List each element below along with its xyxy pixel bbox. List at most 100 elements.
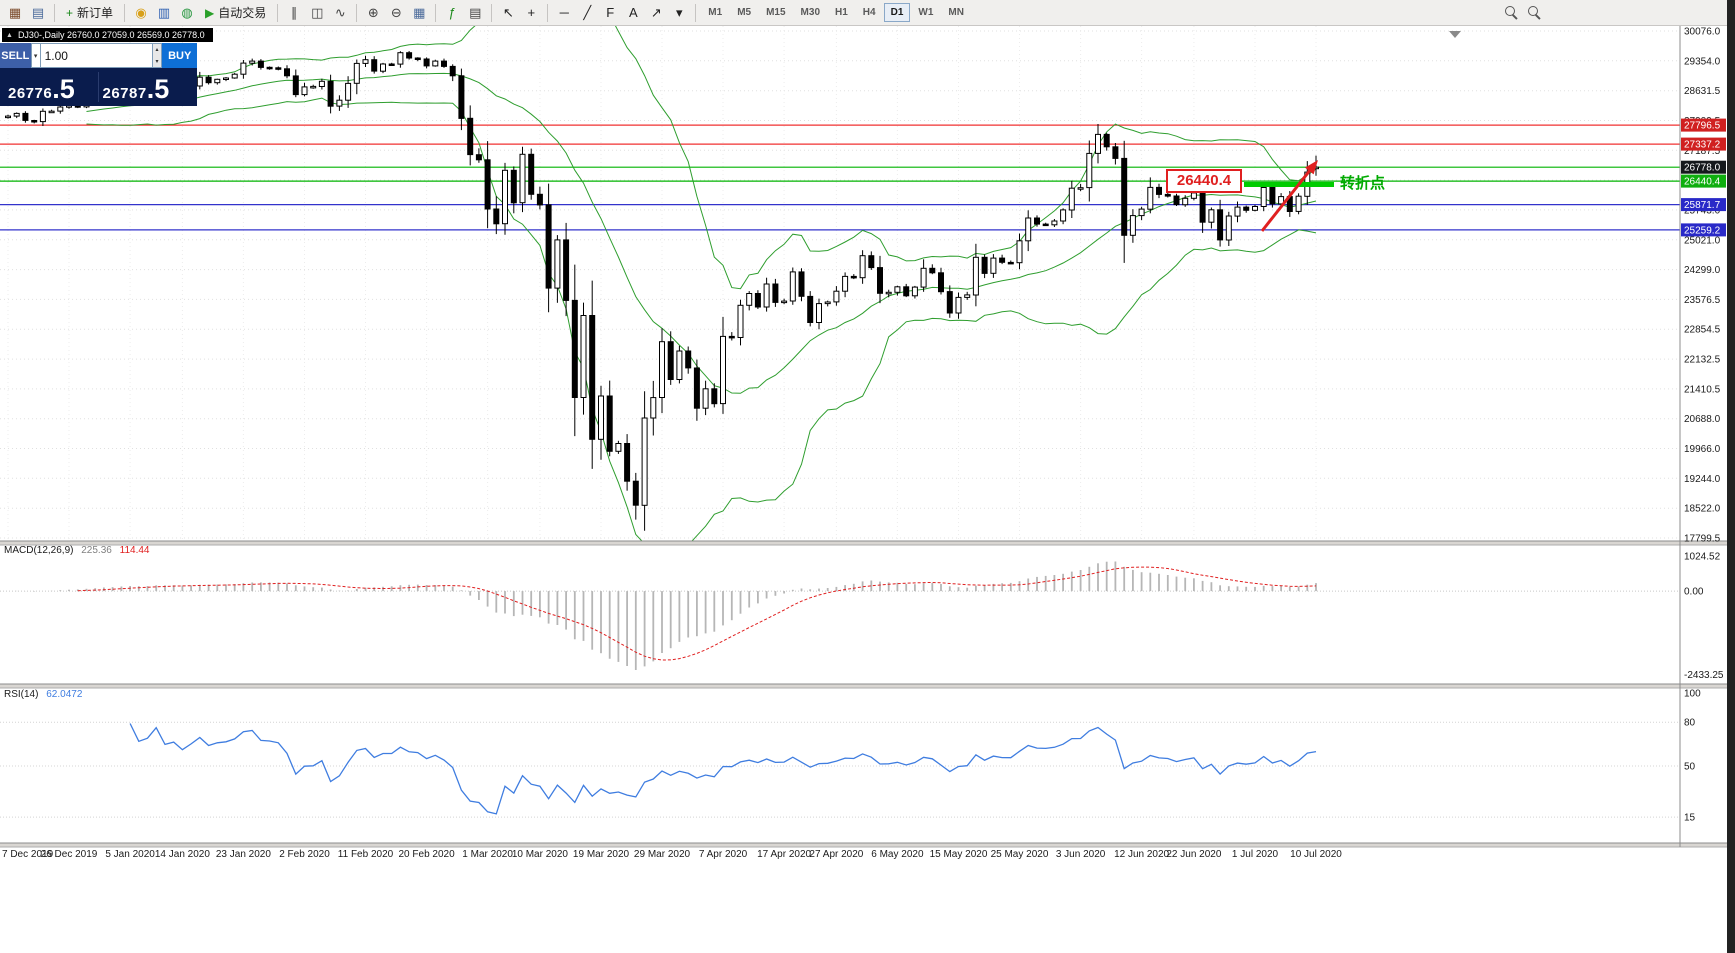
toolbar-separator	[277, 3, 279, 22]
svg-text:26778.0: 26778.0	[1684, 163, 1721, 174]
svg-text:29 Mar 2020: 29 Mar 2020	[634, 849, 691, 860]
svg-text:15 May 2020: 15 May 2020	[930, 849, 988, 860]
macd-signal-line	[77, 566, 1317, 661]
svg-text:10 Jul 2020: 10 Jul 2020	[1290, 849, 1342, 860]
cursor-icon[interactable]: ↖	[502, 4, 514, 20]
timeframe-mn[interactable]: MN	[948, 7, 964, 18]
timeframe-m15[interactable]: M15	[766, 7, 786, 18]
chart-canvas[interactable]: 30076.029354.028631.527909.527187.526465…	[0, 26, 1727, 953]
price-grid	[0, 26, 1680, 541]
buy-price[interactable]: 26787.5	[99, 74, 194, 104]
volume-dropdown[interactable]: ▾	[30, 43, 41, 68]
svg-text:15: 15	[1684, 813, 1696, 824]
buy-price-fraction: .5	[146, 74, 170, 104]
symbol-ohlc-text: DJ30-,Daily 26760.0 27059.0 26569.0 2677…	[17, 30, 205, 40]
svg-text:22 Jun 2020: 22 Jun 2020	[1166, 849, 1221, 860]
trend-arrow-shaft[interactable]	[1260, 166, 1313, 232]
new-order-button[interactable]: + 新订单	[60, 2, 119, 23]
turning-point-label[interactable]: 转折点	[1340, 175, 1386, 192]
chart-annotations[interactable]	[1244, 160, 1334, 232]
new-chart-icon[interactable]: ▦	[8, 4, 22, 20]
svg-text:28631.5: 28631.5	[1684, 86, 1721, 97]
toolbar-separator	[491, 3, 493, 22]
timeframe-m30[interactable]: M30	[800, 7, 820, 18]
chart-shift-marker[interactable]	[1449, 31, 1461, 38]
macd-indicator-label: MACD(12,26,9) 225.36 114.44	[4, 545, 149, 556]
bollinger-bands	[86, 26, 1317, 541]
sell-price-fraction: .5	[52, 74, 75, 104]
svg-text:26 Dec 2019: 26 Dec 2019	[41, 849, 98, 860]
svg-text:100: 100	[1684, 689, 1701, 700]
svg-text:25 May 2020: 25 May 2020	[991, 849, 1049, 860]
buy-button[interactable]: BUY	[162, 43, 197, 68]
timeframe-h4[interactable]: H4	[862, 7, 876, 18]
auto-trading-button-label: 自动交易	[218, 6, 267, 20]
line-chart-icon[interactable]: ∿	[334, 4, 346, 20]
sell-price[interactable]: 26776.5	[4, 74, 99, 104]
zoom-out-icon[interactable]: ⊖	[390, 4, 402, 20]
level-badges: 27796.5 27337.2 26778.0 26440.4 25871.7 25259…	[1681, 118, 1726, 237]
macd-main-value: 225.36	[81, 545, 112, 556]
rsi-line	[129, 723, 1317, 815]
toolbar-separator	[695, 3, 697, 22]
horizontal-line-icon[interactable]: ─	[559, 5, 569, 20]
svg-text:23576.5: 23576.5	[1684, 295, 1721, 306]
arrow-objects-icon[interactable]: ↗	[650, 4, 662, 20]
panel-separator[interactable]	[0, 684, 1727, 688]
trendline-icon[interactable]: ╱	[583, 4, 592, 20]
auto-trading-button[interactable]: ▶ 自动交易	[199, 2, 272, 23]
vertical-scrollbar[interactable]	[1727, 0, 1735, 953]
svg-text:17799.5: 17799.5	[1684, 534, 1721, 545]
horizontal-level-lines[interactable]	[0, 124, 1680, 231]
candles-layer	[5, 51, 1319, 531]
symbol-dropdown-icon[interactable]: ▲	[6, 31, 13, 39]
rsi-indicator-label: RSI(14) 62.0472	[4, 689, 82, 700]
bar-chart-icon[interactable]: ∥	[291, 4, 298, 20]
macd-signal-value: 114.44	[119, 545, 150, 556]
search-icon[interactable]	[1500, 3, 1522, 23]
objects-list-icon[interactable]: ▤	[469, 4, 482, 20]
one-click-trade-panel: SELL ▾ ▴ ▾ BUY 26776.5 26787.5	[0, 43, 197, 106]
indicators-icon[interactable]: ƒ	[448, 5, 456, 20]
price-level-callout[interactable]: 26440.4	[1166, 169, 1242, 193]
market-chart-icon[interactable]: ▥	[157, 4, 171, 20]
timeframe-m1[interactable]: M1	[708, 7, 723, 18]
volume-input[interactable]	[40, 43, 153, 68]
svg-text:3 Jun 2020: 3 Jun 2020	[1056, 849, 1106, 860]
search-icon	[1504, 6, 1518, 19]
macd-histogram	[15, 561, 1317, 670]
panel-separator[interactable]	[0, 843, 1727, 847]
toolbar-separator	[547, 3, 549, 22]
toolbar-separator	[356, 3, 358, 22]
tile-windows-icon[interactable]: ▦	[413, 4, 426, 20]
candlestick-chart-icon[interactable]: ◫	[311, 4, 324, 20]
shapes-dropdown-icon[interactable]: ▾	[676, 4, 683, 20]
svg-text:25259.2: 25259.2	[1684, 225, 1721, 236]
svg-text:5 Jan 2020: 5 Jan 2020	[105, 849, 155, 860]
crosshair-icon[interactable]: +	[527, 5, 536, 20]
text-label-icon[interactable]: A	[628, 5, 638, 20]
support-icon[interactable]: ◍	[181, 4, 193, 20]
zoom-in-icon[interactable]: ⊕	[367, 4, 379, 20]
fibonacci-icon[interactable]: F	[606, 5, 615, 20]
timeframe-d1[interactable]: D1	[883, 3, 911, 22]
chart-profiles-icon[interactable]: ▤	[31, 4, 45, 20]
svg-text:20 Feb 2020: 20 Feb 2020	[399, 849, 456, 860]
stepper-down-icon[interactable]: ▾	[155, 58, 159, 65]
coin-icon[interactable]: ◉	[135, 4, 147, 20]
new-order-button-label: 新订单	[77, 6, 114, 20]
timeframe-w1[interactable]: W1	[918, 7, 934, 18]
svg-text:80: 80	[1684, 718, 1696, 729]
rsi-value: 62.0472	[46, 689, 83, 700]
svg-text:29354.0: 29354.0	[1684, 56, 1721, 67]
panel-separator[interactable]	[0, 541, 1727, 545]
volume-stepper[interactable]: ▴ ▾	[152, 43, 163, 68]
sell-button[interactable]: SELL	[0, 43, 31, 68]
svg-text:1024.52: 1024.52	[1684, 552, 1721, 563]
stepper-up-icon[interactable]: ▴	[155, 47, 159, 54]
svg-text:50: 50	[1684, 762, 1696, 773]
zoom-presets-icon[interactable]	[1523, 3, 1545, 23]
timeframe-m5[interactable]: M5	[737, 7, 752, 18]
rsi-name: RSI(14)	[4, 689, 39, 700]
timeframe-h1[interactable]: H1	[835, 7, 848, 18]
